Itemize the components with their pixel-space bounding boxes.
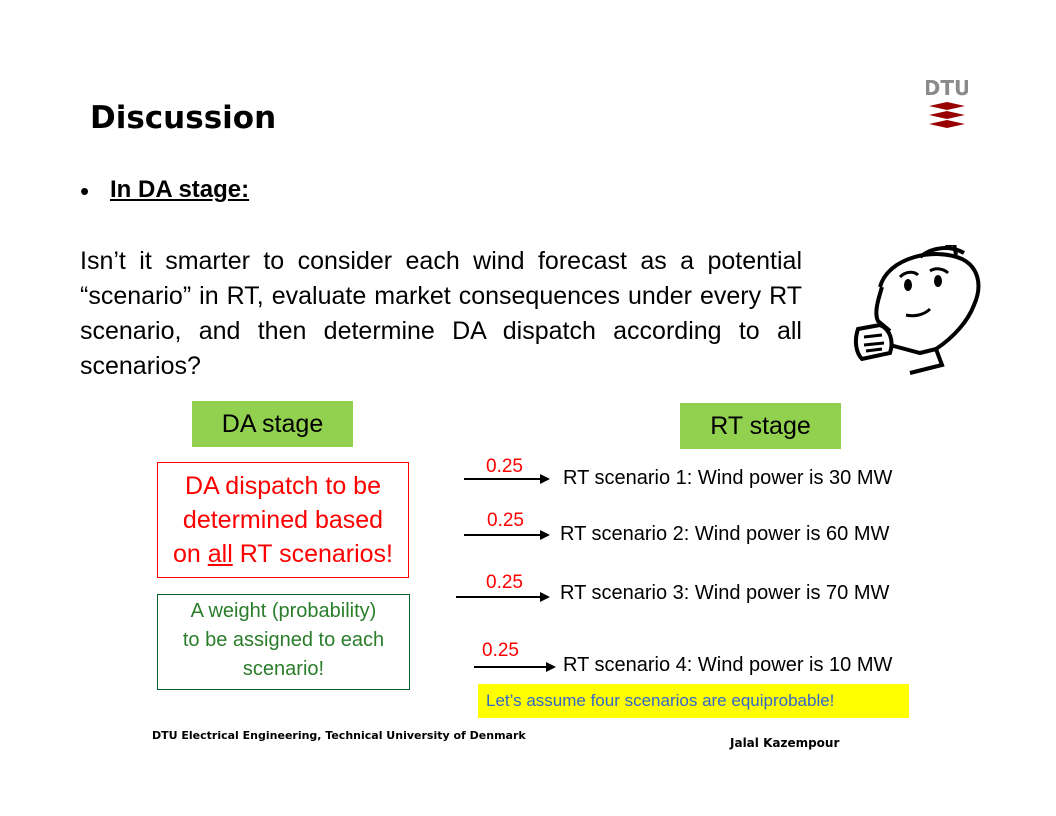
rt-scenario-4: RT scenario 4: Wind power is 10 MW (563, 654, 893, 676)
da-dispatch-box: DA dispatch to be determined based on al… (157, 462, 409, 578)
footer-institution: DTU Electrical Engineering, Technical Un… (152, 729, 526, 742)
bullet-dot: • (80, 176, 90, 206)
probability-3: 0.25 (486, 572, 523, 593)
weight-box: A weight (probability) to be assigned to… (157, 594, 410, 690)
weight-line-1: A weight (probability) (190, 600, 377, 622)
footer-author: Jalal Kazempour (730, 736, 840, 750)
rt-scenario-3: RT scenario 3: Wind power is 70 MW (560, 582, 890, 604)
slide-title: Discussion (90, 100, 277, 136)
da-stage-label: DA stage (192, 401, 353, 447)
dispatch-line-3: on all RT scenarios! (172, 540, 394, 568)
bullet-heading: In DA stage: (110, 176, 250, 203)
dtu-logo: DTU (926, 76, 968, 128)
discussion-paragraph: Isn’t it smarter to consider each wind f… (80, 247, 802, 380)
logo-text: DTU (926, 76, 968, 100)
equiprobable-note: Let’s assume four scenarios are equiprob… (478, 684, 909, 718)
weight-line-3: scenario! (242, 658, 325, 680)
rt-stage-label: RT stage (680, 403, 841, 449)
probability-4: 0.25 (482, 640, 519, 661)
rt-scenario-1: RT scenario 1: Wind power is 30 MW (563, 467, 893, 489)
dispatch-line-1: DA dispatch to be (185, 472, 381, 500)
probability-2: 0.25 (487, 510, 524, 531)
weight-line-2: to be assigned to each (182, 629, 385, 651)
probability-1: 0.25 (486, 456, 523, 477)
thinking-man-illustration (853, 245, 981, 375)
rt-scenario-2: RT scenario 2: Wind power is 60 MW (560, 523, 890, 545)
dispatch-line-2: determined based (182, 506, 384, 534)
